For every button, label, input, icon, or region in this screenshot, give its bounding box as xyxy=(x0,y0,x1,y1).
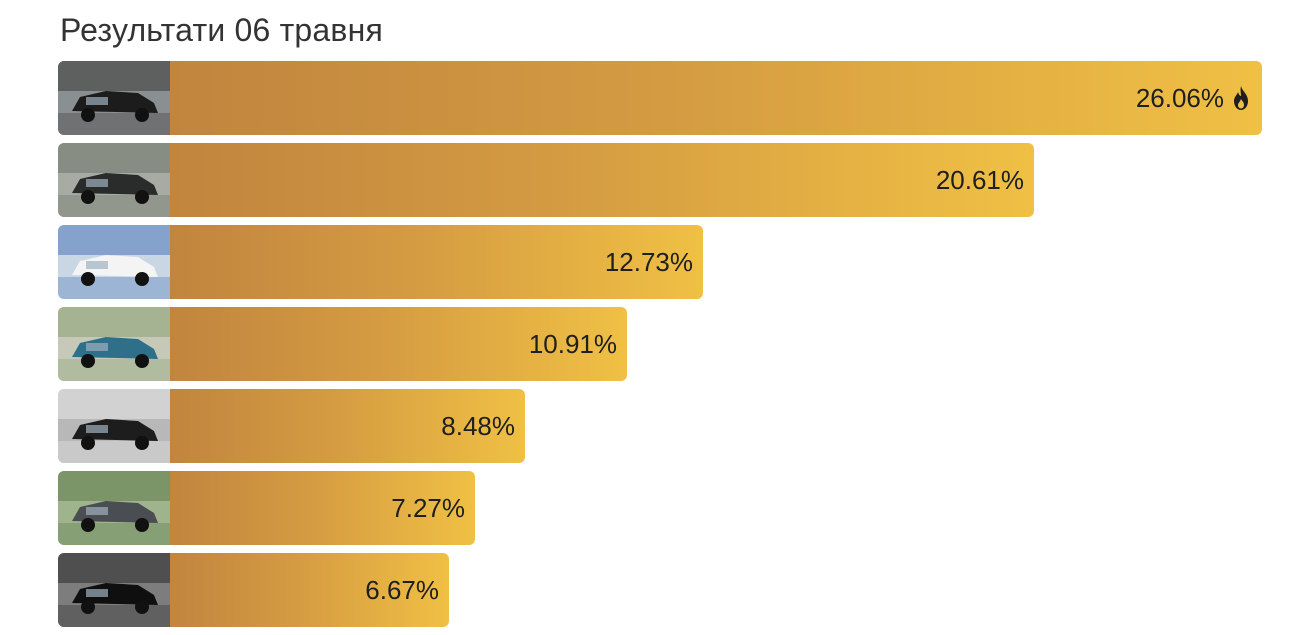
result-bar: 8.48% xyxy=(170,389,525,463)
percentage-value: 12.73% xyxy=(604,246,693,277)
result-row: 26.06% xyxy=(58,61,1262,135)
result-row: 12.73% xyxy=(58,225,1262,299)
percentage-value: 26.06% xyxy=(1135,82,1224,113)
percentage-value: 20.61% xyxy=(935,164,1024,195)
percentage-label: 7.27% xyxy=(391,471,465,545)
percentage-label: 10.91% xyxy=(529,307,617,381)
result-bar: 26.06% xyxy=(170,61,1262,135)
result-bar: 12.73% xyxy=(170,225,703,299)
percentage-label: 8.48% xyxy=(441,389,515,463)
result-row: 20.61% xyxy=(58,143,1262,217)
percentage-label: 6.67% xyxy=(365,553,439,627)
result-row: 6.67% xyxy=(58,553,1262,627)
car-photo-icon xyxy=(58,389,170,463)
result-bar: 20.61% xyxy=(170,143,1034,217)
result-bar: 6.67% xyxy=(170,553,449,627)
percentage-value: 7.27% xyxy=(391,492,465,523)
result-row: 10.91% xyxy=(58,307,1262,381)
percentage-label: 12.73% xyxy=(605,225,693,299)
car-photo-icon xyxy=(58,307,170,381)
percentage-label: 20.61% xyxy=(936,143,1024,217)
result-bar: 7.27% xyxy=(170,471,475,545)
car-photo-icon xyxy=(58,553,170,627)
car-photo-icon xyxy=(58,61,170,135)
car-photo-icon xyxy=(58,225,170,299)
page-title: Результати 06 травня xyxy=(60,12,384,48)
car-photo-icon xyxy=(58,471,170,545)
car-photo-icon xyxy=(58,143,170,217)
results-chart: 26.06% 20.61% 12.73% 10.91% 8.48% 7.27% 6.67% xyxy=(58,61,1262,635)
result-row: 7.27% xyxy=(58,471,1262,545)
percentage-label: 26.06% xyxy=(1136,61,1252,135)
percentage-value: 10.91% xyxy=(528,328,617,359)
percentage-value: 8.48% xyxy=(441,410,515,441)
fire-icon xyxy=(1230,85,1252,111)
result-bar: 10.91% xyxy=(170,307,627,381)
percentage-value: 6.67% xyxy=(365,574,439,605)
result-row: 8.48% xyxy=(58,389,1262,463)
